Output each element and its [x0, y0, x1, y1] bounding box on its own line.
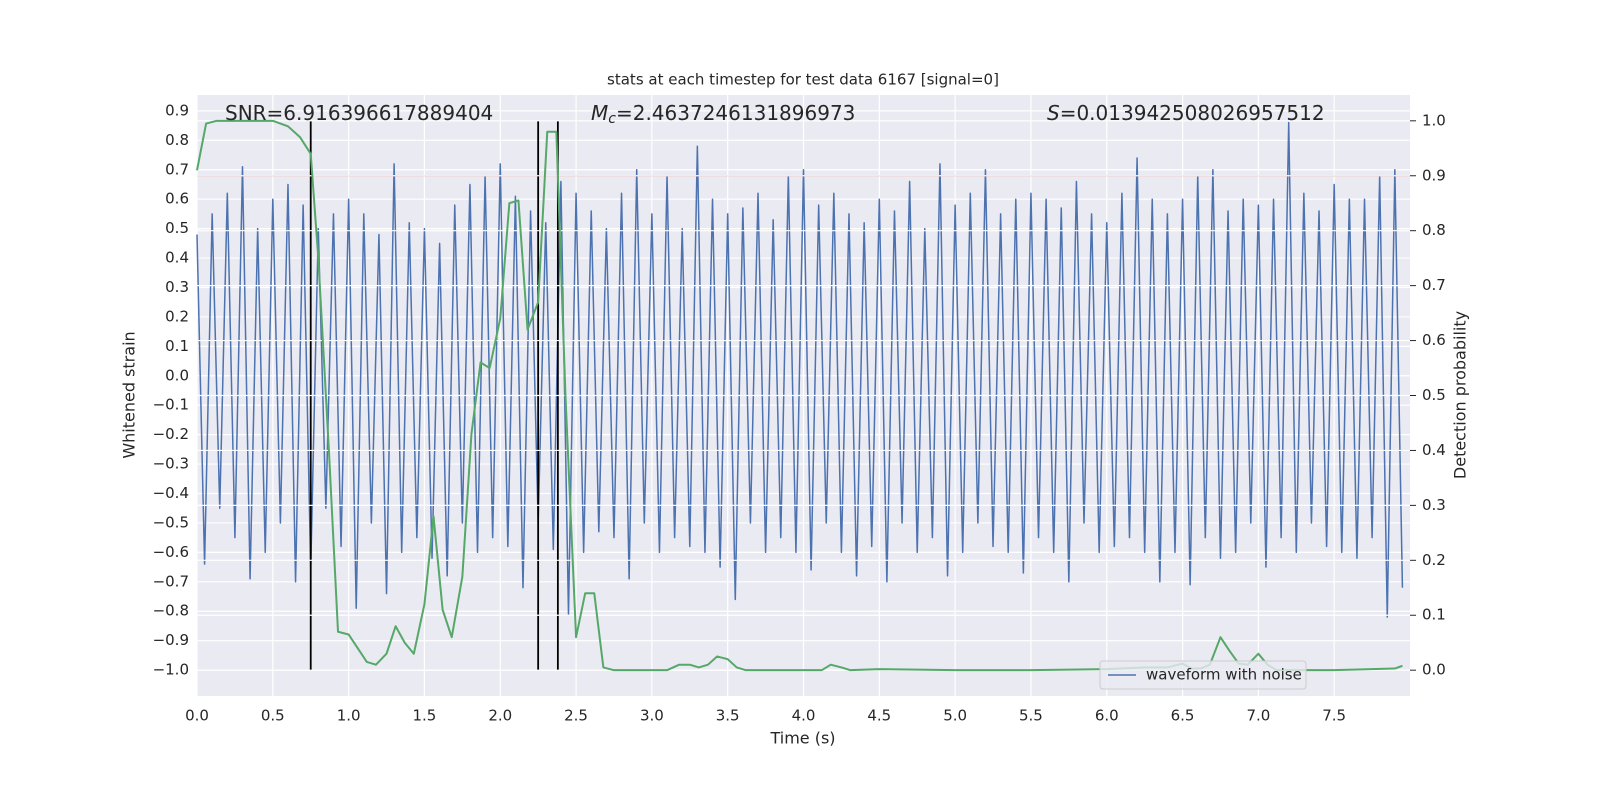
y-tick-label: −0.9 — [153, 631, 189, 649]
x-tick-label: 1.0 — [337, 707, 361, 725]
x-tick-label: 7.5 — [1322, 707, 1346, 725]
x-tick-label: 2.0 — [488, 707, 512, 725]
y-tick-label: 0.5 — [165, 219, 189, 237]
y2-tick-label: 0.4 — [1422, 441, 1446, 459]
y2-tick-label: 0.8 — [1422, 221, 1446, 239]
annotation-subscript: c — [608, 111, 616, 127]
y-tick-label: 0.7 — [165, 160, 189, 178]
y-tick-label: −0.4 — [153, 484, 189, 502]
y-tick-label: −0.7 — [153, 572, 189, 590]
y-tick-label: −0.1 — [153, 396, 189, 414]
annotation: Mc=2.4637246131896973 — [591, 101, 855, 128]
x-tick-label: 2.5 — [564, 707, 588, 725]
y-tick-label: −0.3 — [153, 455, 189, 473]
y-tick-label: 0.6 — [165, 190, 189, 208]
y2-tick-label: 1.0 — [1422, 111, 1446, 129]
y2-tick-label: 0.7 — [1422, 276, 1446, 294]
y-tick-label: −0.2 — [153, 425, 189, 443]
x-tick-label: 5.5 — [1019, 707, 1043, 725]
y-tick-label: 0.1 — [165, 337, 189, 355]
chart-title: stats at each timestep for test data 616… — [607, 71, 999, 89]
y-tick-label: 0.8 — [165, 131, 189, 149]
x-tick-label: 0.5 — [261, 707, 285, 725]
x-tick-label: 0.0 — [185, 707, 209, 725]
y-tick-label: 0.9 — [165, 101, 189, 119]
x-tick-label: 3.0 — [640, 707, 664, 725]
annotation-symbol: M — [591, 101, 608, 125]
y-tick-label: −0.5 — [153, 513, 189, 531]
y-tick-label: 0.4 — [165, 249, 189, 267]
annotation-text: =0.013942508026957512 — [1060, 101, 1325, 125]
x-tick-label: 4.5 — [867, 707, 891, 725]
y-axis-label: Whitened strain — [120, 331, 139, 458]
x-axis-label: Time (s) — [769, 729, 835, 748]
legend-box — [1099, 660, 1307, 690]
annotation: SNR=6.916396617889404 — [225, 101, 493, 125]
y2-tick-label: 0.0 — [1422, 661, 1446, 679]
y2-tick-label: 0.3 — [1422, 496, 1446, 514]
annotation-text: SNR=6.916396617889404 — [225, 101, 493, 125]
x-tick-label: 1.5 — [413, 707, 437, 725]
y2-tick-label: 0.1 — [1422, 606, 1446, 624]
x-tick-label: 7.0 — [1246, 707, 1270, 725]
y2-tick-label: 0.6 — [1422, 331, 1446, 349]
y-tick-label: 0.2 — [165, 307, 189, 325]
x-tick-label: 3.5 — [716, 707, 740, 725]
y-tick-label: 0.3 — [165, 278, 189, 296]
y2-axis-label: Detection probability — [1451, 311, 1470, 479]
y-tick-label: −1.0 — [153, 661, 189, 679]
x-tick-label: 6.5 — [1171, 707, 1195, 725]
y-tick-label: −0.8 — [153, 602, 189, 620]
legend-label: waveform with noise — [1146, 666, 1302, 684]
x-tick-label: 4.0 — [792, 707, 816, 725]
y-tick-label: −0.6 — [153, 543, 189, 561]
waveform-line — [196, 121, 1404, 618]
annotation-symbol: S — [1047, 101, 1060, 125]
annotation: S=0.013942508026957512 — [1047, 101, 1325, 125]
y-tick-label: 0.0 — [165, 366, 189, 384]
x-tick-label: 5.0 — [943, 707, 967, 725]
x-tick-label: 6.0 — [1095, 707, 1119, 725]
annotation-text: =2.4637246131896973 — [616, 101, 855, 125]
y2-tick-label: 0.9 — [1422, 166, 1446, 184]
y2-tick-label: 0.2 — [1422, 551, 1446, 569]
y2-tick-label: 0.5 — [1422, 386, 1446, 404]
